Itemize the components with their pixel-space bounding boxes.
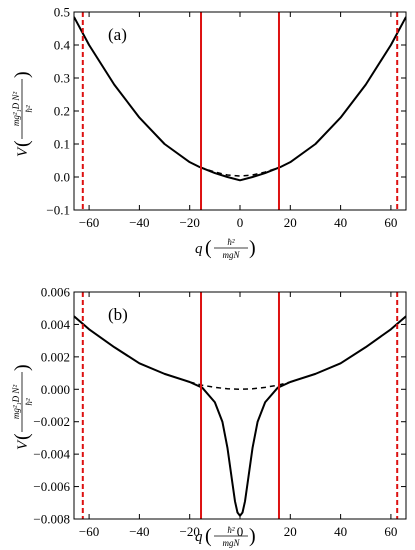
- y-axis-label-denominator-b: ħ²: [24, 398, 34, 406]
- series-dashed-curve-b: [189, 381, 291, 391]
- y-axis-label-b: V( mg²₁D N² ħ²): [11, 364, 34, 450]
- y-tick-label-a-1: 0.0: [54, 170, 70, 185]
- series-dashed-curve-a: [199, 166, 281, 177]
- x-tick-label-b-6: 60: [384, 524, 397, 539]
- y-tick-label-b-1: −0.006: [33, 479, 70, 494]
- y-tick-label-a-4: 0.3: [54, 71, 70, 86]
- y-axis-label-paren-open-a: (: [11, 140, 33, 147]
- y-tick-label-a-0: −0.1: [46, 203, 70, 218]
- x-axis-label-b: q( ħ² mgN): [195, 525, 256, 548]
- chart-panel-b: −60 −40 −20 0 20 40 60 −0.008 −0.006 −0.004 −0.002…: [11, 285, 407, 548]
- x-tick-label-b-1: −40: [129, 524, 149, 539]
- x-axis-label-numerator-a: ħ²: [227, 237, 235, 247]
- x-axis-label-numerator-b: ħ²: [227, 525, 235, 535]
- x-tick-label-b-3: 0: [237, 524, 244, 539]
- series-solid-curve-b: [74, 315, 406, 517]
- y-axis-label-numerator-b: mg²₁D N²: [11, 385, 21, 420]
- x-tick-label-b-5: 40: [334, 524, 347, 539]
- y-axis-label-paren-close-a: ): [11, 71, 33, 78]
- panel-label-b: (b): [108, 305, 128, 324]
- x-tick-label-a-2: −20: [180, 215, 200, 230]
- x-axis-label-a: q( ħ² mgN): [195, 237, 256, 260]
- y-axis-label-denominator-a: ħ²: [24, 105, 34, 113]
- y-tick-label-a-3: 0.2: [54, 104, 70, 119]
- panel-label-a: (a): [108, 25, 127, 44]
- x-tick-label-b-2: −20: [180, 524, 200, 539]
- x-axis-label-main-a: q: [195, 241, 203, 257]
- y-tick-label-b-2: −0.004: [33, 447, 70, 462]
- y-tick-label-a-6: 0.5: [54, 5, 70, 20]
- y-tick-label-b-7: 0.006: [41, 285, 71, 300]
- x-axis-label-paren-close-b: ): [249, 525, 256, 547]
- y-axis-label-main-b: V: [15, 439, 31, 450]
- x-tick-label-b-0: −60: [79, 524, 99, 539]
- y-tick-label-a-2: 0.1: [54, 137, 70, 152]
- x-tick-label-b-4: 20: [284, 524, 297, 539]
- x-axis-label-paren-close-a: ): [249, 237, 256, 259]
- y-axis-label-main-a: V: [15, 146, 31, 157]
- y-tick-label-b-0: −0.008: [33, 512, 70, 527]
- y-axis-label-paren-open-b: (: [11, 433, 33, 440]
- x-tick-label-a-5: 40: [334, 215, 347, 230]
- plot-frame-b: [73, 291, 407, 520]
- y-tick-label-b-3: −0.002: [33, 414, 70, 429]
- x-tick-label-a-3: 0: [237, 215, 244, 230]
- y-tick-label-b-5: 0.002: [41, 349, 70, 364]
- y-axis-label-numerator-a: mg²₁D N²: [11, 92, 21, 127]
- y-tick-label-b-4: 0.000: [41, 382, 70, 397]
- y-axis-label-a: V( mg²₁D N² ħ²): [11, 71, 34, 157]
- chart-panel-a: −60 −40 −20 0 20 40 60 −0.1 0.0 0.1 0.2 0.3 0.4 0.5 (a…: [11, 5, 407, 260]
- x-axis-label-paren-open-a: (: [205, 237, 212, 259]
- x-axis-label-main-b: q: [195, 529, 203, 545]
- series-solid-curve-a: [74, 16, 406, 182]
- x-axis-label-paren-open-b: (: [205, 525, 212, 547]
- x-axis-label-denominator-a: mgN: [222, 250, 240, 260]
- x-tick-label-a-1: −40: [129, 215, 149, 230]
- x-tick-label-a-6: 60: [384, 215, 397, 230]
- y-axis-label-paren-close-b: ): [11, 364, 33, 371]
- x-tick-label-a-0: −60: [79, 215, 99, 230]
- x-axis-label-denominator-b: mgN: [222, 538, 240, 548]
- y-tick-label-a-5: 0.4: [54, 38, 71, 53]
- x-tick-label-a-4: 20: [284, 215, 297, 230]
- y-tick-label-b-6: 0.004: [41, 317, 71, 332]
